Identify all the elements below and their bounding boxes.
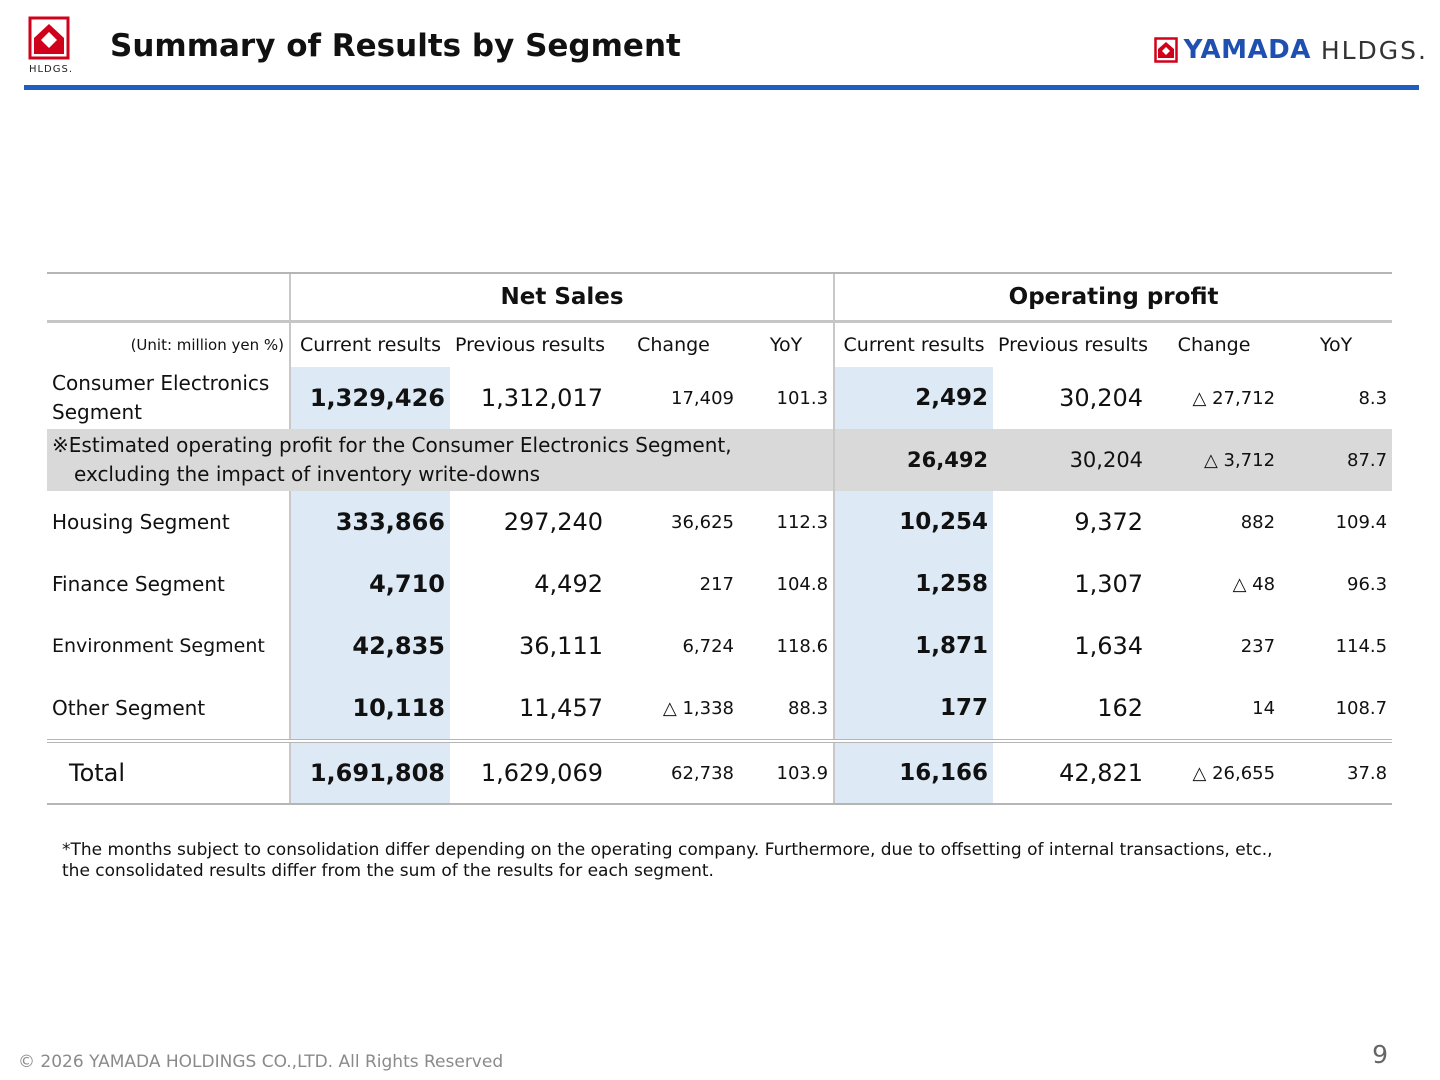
ns-yoy-value: 112.3 <box>776 511 829 533</box>
table-row: Consumer Electronics Segment 1,329,426 1… <box>47 367 1392 429</box>
ns-previous-value: 297,240 <box>503 508 603 536</box>
ns-change-value: 217 <box>699 573 734 595</box>
op-previous-header: Previous results <box>998 334 1149 356</box>
op-previous-value: 1,307 <box>1074 570 1144 598</box>
ns-yoy-value: 88.3 <box>787 697 829 719</box>
ns-current-value: 4,710 <box>289 553 450 615</box>
op-current-header: Current results <box>833 321 994 367</box>
total-ns-previous-value: 1,629,069 <box>450 739 608 805</box>
op-yoy-value: 8.3 <box>1358 387 1388 409</box>
op-change-header: Change <box>1177 334 1251 356</box>
ns-change-value: △ 1,338 <box>662 697 734 719</box>
table-row: Housing Segment 333,866 297,240 36,625 1… <box>47 491 1392 553</box>
segment-name: Finance Segment <box>52 572 225 596</box>
ns-yoy-value: 104.8 <box>776 573 829 595</box>
yamada-logo-left: HLDGS. <box>24 16 78 78</box>
op-change-value: 14 <box>1252 697 1276 719</box>
segment-name: Consumer Electronics Segment <box>52 371 270 424</box>
op-yoy-value: 96.3 <box>1347 573 1388 595</box>
op-yoy-header: YoY <box>1319 334 1353 356</box>
op-current-value: 1,871 <box>833 615 994 677</box>
column-header-row: (Unit: million yen %) Current results Pr… <box>47 321 1392 367</box>
yamada-house-icon <box>28 16 70 60</box>
header-divider <box>24 85 1419 90</box>
total-op-change-value: △ 26,655 <box>1148 739 1281 805</box>
ns-current-value: 42,835 <box>289 615 450 677</box>
op-yoy-value: 108.7 <box>1335 697 1388 719</box>
est-op-current-value: 26,492 <box>833 429 994 491</box>
ns-yoy-header: YoY <box>769 334 803 356</box>
corner-cell <box>47 272 290 323</box>
table-row: Finance Segment 4,710 4,492 217 104.8 1,… <box>47 553 1392 615</box>
ns-yoy-value: 118.6 <box>776 635 829 657</box>
operating-profit-header: Operating profit <box>833 272 1393 323</box>
total-op-current-value: 16,166 <box>833 739 994 805</box>
total-ns-yoy-value: 103.9 <box>739 739 835 805</box>
op-change-value: 882 <box>1240 511 1276 533</box>
op-current-value: 10,254 <box>833 491 994 553</box>
unit-label: (Unit: million yen %) <box>130 336 284 354</box>
op-current-value: 1,258 <box>833 553 994 615</box>
ns-current-header: Current results <box>289 321 450 367</box>
est-op-previous-value: 30,204 <box>993 429 1149 491</box>
op-current-value: 2,492 <box>833 367 994 429</box>
page-title: Summary of Results by Segment <box>110 28 681 64</box>
ns-change-value: 36,625 <box>671 511 734 533</box>
op-yoy-value: 109.4 <box>1335 511 1388 533</box>
yamada-logo-right: YAMADA HLDGS. <box>1153 34 1428 66</box>
total-ns-current-value: 1,691,808 <box>289 739 450 805</box>
ns-previous-value: 1,312,017 <box>480 384 603 412</box>
op-previous-value: 162 <box>1097 694 1144 722</box>
segment-name: Environment Segment <box>52 635 265 657</box>
brand-word: YAMADA <box>1183 35 1311 65</box>
table-row: Environment Segment 42,835 36,111 6,724 … <box>47 615 1392 677</box>
group-header-row: Net Sales Operating profit <box>47 272 1393 323</box>
ns-previous-value: 4,492 <box>534 570 603 598</box>
estimated-note-line1: ※Estimated operating profit for the Cons… <box>52 433 732 457</box>
est-op-change-value: △ 3,712 <box>1148 429 1281 491</box>
estimated-profit-note: ※Estimated operating profit for the Cons… <box>47 429 835 491</box>
yamada-mark-icon <box>1153 37 1178 63</box>
op-change-value: △ 27,712 <box>1192 387 1276 409</box>
total-ns-change-value: 62,738 <box>608 739 739 805</box>
ns-current-value: 1,329,426 <box>289 367 450 429</box>
logo-caption: HLDGS. <box>28 64 74 75</box>
op-previous-value: 1,634 <box>1074 632 1144 660</box>
estimated-profit-row: ※Estimated operating profit for the Cons… <box>47 429 1393 491</box>
total-row: Total 1,691,808 1,629,069 62,738 103.9 1… <box>47 739 1393 805</box>
op-change-value: 237 <box>1240 635 1276 657</box>
ns-previous-header: Previous results <box>455 334 605 356</box>
ns-yoy-value: 101.3 <box>776 387 829 409</box>
estimated-note-line2: excluding the impact of inventory write-… <box>74 462 541 486</box>
ns-current-value: 333,866 <box>289 491 450 553</box>
total-label: Total <box>47 739 290 805</box>
page-number: 9 <box>1372 1040 1388 1069</box>
op-change-value: △ 48 <box>1232 573 1276 595</box>
ns-previous-value: 36,111 <box>519 632 603 660</box>
ns-change-value: 17,409 <box>671 387 734 409</box>
segment-name: Other Segment <box>52 696 206 720</box>
op-current-value: 177 <box>833 677 994 741</box>
consolidation-footnote: *The months subject to consolidation dif… <box>62 840 1382 882</box>
ns-change-value: 6,724 <box>682 635 734 657</box>
copyright-notice: © 2026 YAMADA HOLDINGS CO.,LTD. All Righ… <box>18 1052 504 1072</box>
segment-results-table: Net Sales Operating profit (Unit: millio… <box>47 272 1393 805</box>
ns-current-value: 10,118 <box>289 677 450 741</box>
ns-previous-value: 11,457 <box>519 694 603 722</box>
op-previous-value: 30,204 <box>1059 384 1144 412</box>
total-op-yoy-value: 37.8 <box>1280 739 1393 805</box>
ns-change-header: Change <box>637 334 710 356</box>
footnote-line2: the consolidated results differ from the… <box>62 861 714 881</box>
est-op-yoy-value: 87.7 <box>1280 429 1393 491</box>
footnote-line1: *The months subject to consolidation dif… <box>62 840 1273 860</box>
op-previous-value: 9,372 <box>1074 508 1144 536</box>
segment-name: Housing Segment <box>52 510 230 534</box>
brand-suffix: HLDGS. <box>1320 35 1428 65</box>
total-op-previous-value: 42,821 <box>993 739 1149 805</box>
table-row: Other Segment 10,118 11,457 △ 1,338 88.3… <box>47 677 1392 741</box>
net-sales-header: Net Sales <box>288 272 835 323</box>
op-yoy-value: 114.5 <box>1335 635 1388 657</box>
